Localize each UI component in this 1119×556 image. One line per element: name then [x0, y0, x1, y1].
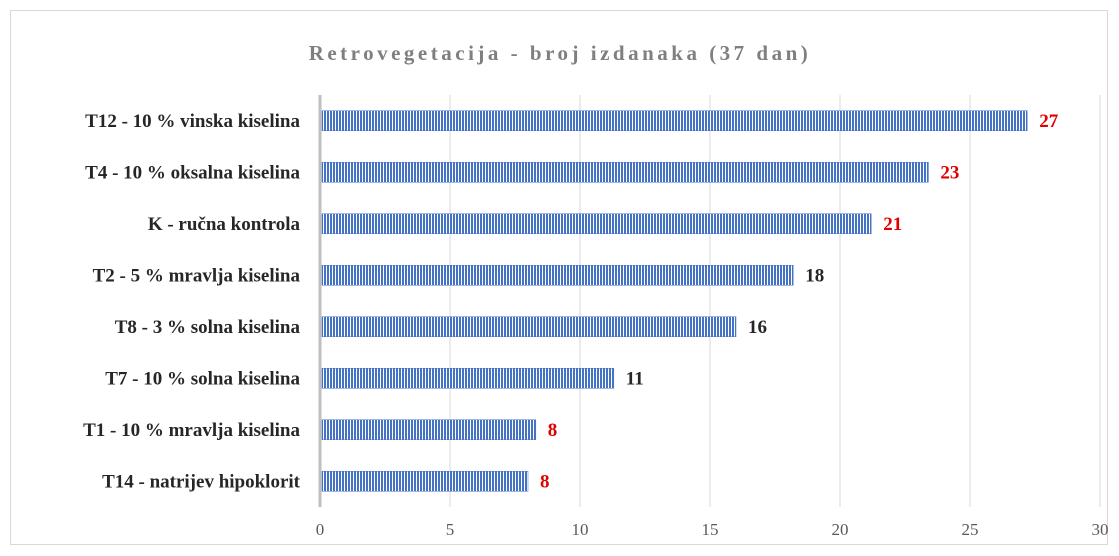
x-tick-label: 10	[572, 520, 589, 539]
bar	[321, 471, 529, 492]
x-tick-label: 30	[1092, 520, 1109, 539]
x-tick-label: 20	[832, 520, 849, 539]
y-tick-label: T8 - 3 % solna kiselina	[115, 317, 301, 338]
chart-title: Retrovegetacija - broj izdanaka (37 dan)	[309, 41, 812, 65]
bar	[321, 110, 1028, 131]
x-tick-label: 5	[446, 520, 455, 539]
y-tick-label: K - ručna kontrola	[148, 214, 301, 235]
data-label: 8	[540, 472, 550, 493]
data-label: 27	[1039, 111, 1059, 132]
data-label: 16	[748, 317, 767, 338]
bar	[321, 419, 537, 440]
y-tick-label: T7 - 10 % solna kiselina	[105, 369, 300, 390]
bar	[321, 213, 872, 234]
y-tick-label: T1 - 10 % mravlja kiselina	[83, 420, 300, 441]
x-tick-label: 25	[962, 520, 979, 539]
data-label: 8	[548, 420, 558, 441]
data-label: 23	[940, 163, 959, 184]
y-tick-label: T4 - 10 % oksalna kiselina	[85, 163, 300, 184]
bar	[321, 368, 615, 389]
data-label: 21	[883, 214, 902, 235]
y-tick-label: T12 - 10 % vinska kiselina	[85, 111, 300, 132]
x-tick-label: 0	[316, 520, 325, 539]
bar	[321, 316, 737, 337]
bar	[321, 162, 929, 183]
data-label: 11	[626, 369, 644, 390]
data-label: 18	[805, 266, 824, 287]
y-tick-label: T2 - 5 % mravlja kiselina	[93, 266, 301, 287]
x-tick-label: 15	[702, 520, 719, 539]
bar	[321, 265, 794, 286]
y-tick-label: T14 - natrijev hipoklorit	[102, 472, 301, 493]
